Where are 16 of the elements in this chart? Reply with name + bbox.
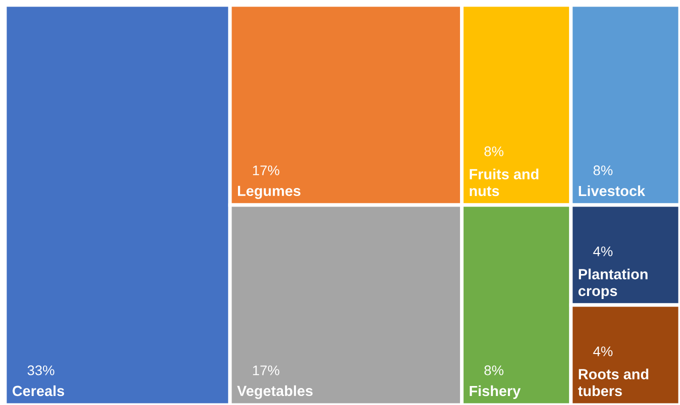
category-label: Plantation crops: [578, 268, 648, 299]
data-label: 8%: [484, 146, 504, 156]
category-label: Legumes: [238, 186, 300, 199]
category-label: Vegetables: [237, 385, 313, 399]
category-label: Livestock: [578, 185, 646, 196]
category-label: Fruits and nuts: [470, 168, 538, 196]
data-label: 8%: [484, 365, 504, 376]
data-label: 33%: [28, 365, 54, 376]
data-label: 4%: [593, 246, 612, 256]
category-label: Fishery: [470, 385, 521, 399]
data-label: 17%: [253, 165, 280, 176]
data-label: 17%: [253, 365, 280, 376]
data-label: 4%: [593, 346, 612, 356]
data-label: 8%: [594, 165, 612, 176]
category-label: Cereals: [12, 385, 64, 396]
category-label: Roots and tubers: [578, 368, 648, 396]
